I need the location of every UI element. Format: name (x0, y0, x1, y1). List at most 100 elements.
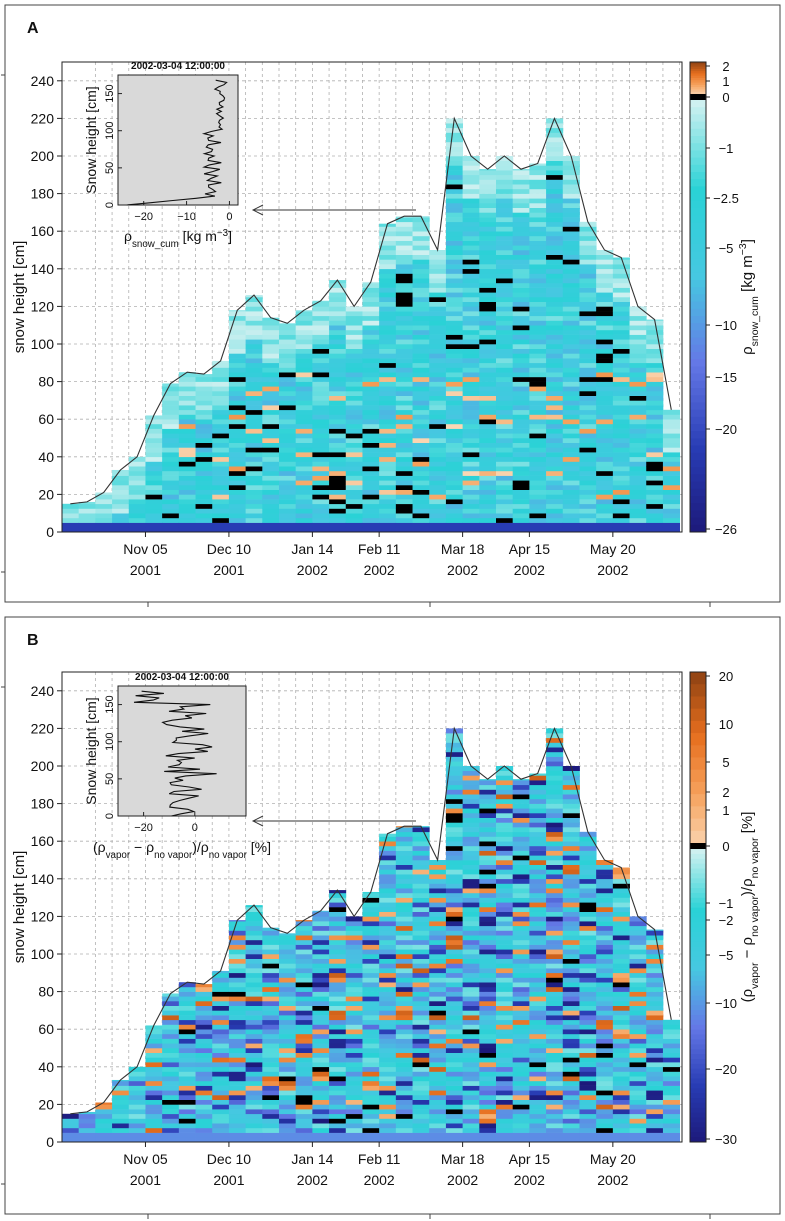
heatmap-cell (245, 916, 263, 922)
heatmap-cell (612, 925, 630, 931)
heatmap-cell (445, 1024, 464, 1030)
heatmap-cell (462, 935, 480, 941)
heatmap-cell (345, 527, 363, 533)
heatmap-cell (412, 1043, 430, 1049)
heatmap-cell (662, 447, 681, 453)
heatmap-cell (612, 1001, 630, 1006)
heatmap-cell (228, 499, 247, 505)
heatmap-cell (279, 1113, 297, 1119)
heatmap-cell (462, 939, 480, 945)
heatmap-cell (429, 372, 447, 378)
heatmap-cell (462, 1019, 480, 1025)
heatmap-cell (412, 292, 430, 298)
heatmap-cell (245, 1029, 263, 1035)
heatmap-cell (529, 245, 547, 251)
heatmap-cell (228, 494, 247, 500)
heatmap-cell (529, 362, 547, 368)
heatmap-cell (662, 508, 681, 514)
heatmap-cell (529, 907, 547, 912)
heatmap-cell (212, 522, 230, 528)
heatmap-cell (228, 996, 247, 1002)
heatmap-cell (529, 817, 547, 823)
heatmap-cell (362, 1085, 380, 1091)
heatmap-cell (212, 1005, 230, 1011)
heatmap-cell (78, 527, 96, 533)
heatmap-cell (596, 1123, 614, 1129)
heatmap-cell (379, 874, 397, 880)
heatmap-cell (496, 902, 514, 908)
heatmap-cell (512, 442, 530, 448)
heatmap-cell (312, 939, 330, 945)
x-tick-label: May 20 (590, 1151, 636, 1167)
heatmap-cell (329, 991, 347, 997)
heatmap-cell (412, 433, 430, 439)
heatmap-cell (412, 1033, 430, 1039)
heatmap-cell (646, 1109, 664, 1115)
colorbar-swatch (690, 344, 706, 353)
heatmap-cell (162, 428, 180, 434)
heatmap-cell (412, 221, 430, 227)
heatmap-cell (596, 1052, 614, 1058)
heatmap-cell (462, 1043, 480, 1049)
heatmap-cell (529, 808, 547, 814)
heatmap-cell (262, 428, 280, 434)
heatmap-cell (412, 869, 430, 875)
heatmap-cell (462, 376, 480, 382)
heatmap-cell (345, 503, 363, 509)
heatmap-cell (212, 376, 230, 382)
heatmap-cell (529, 339, 547, 345)
heatmap-cell (496, 362, 514, 368)
heatmap-cell (512, 217, 530, 223)
heatmap-cell (462, 235, 480, 241)
colorbar-swatch (690, 503, 706, 511)
heatmap-cell (479, 273, 497, 279)
heatmap-cell (62, 1123, 80, 1129)
heatmap-cell (412, 320, 430, 326)
heatmap-cell (228, 921, 247, 927)
heatmap-cell (562, 1029, 580, 1035)
heatmap-cell (496, 991, 514, 997)
heatmap-cell (512, 339, 530, 345)
colorbar-swatch (690, 424, 706, 432)
heatmap-cell (512, 409, 530, 415)
heatmap-cell (178, 1104, 196, 1110)
heatmap-cell (279, 1043, 297, 1049)
x-tick-label: Apr 15 (509, 541, 550, 557)
heatmap-cell (512, 1015, 530, 1021)
heatmap-cell (395, 456, 413, 462)
heatmap-cell (312, 329, 330, 335)
heatmap-cell (612, 329, 630, 335)
heatmap-cell (546, 400, 564, 406)
heatmap-cell (78, 1137, 96, 1143)
heatmap-cell (312, 381, 330, 387)
heatmap-cell (529, 845, 547, 851)
heatmap-cell (512, 1005, 530, 1011)
heatmap-cell (329, 1001, 347, 1006)
heatmap-cell (78, 503, 96, 509)
heatmap-cell (295, 1076, 313, 1082)
heatmap-cell (596, 991, 614, 997)
heatmap-cell (546, 878, 564, 884)
heatmap-cell (445, 972, 464, 978)
heatmap-cell (128, 466, 146, 472)
heatmap-cell (579, 297, 597, 302)
heatmap-cell (195, 1062, 213, 1068)
heatmap-cell (646, 982, 664, 988)
heatmap-cell (178, 1019, 196, 1025)
heatmap-cell (379, 433, 397, 439)
colorbar-swatch (690, 1044, 706, 1050)
heatmap-cell (295, 386, 313, 392)
heatmap-cell (629, 1137, 647, 1143)
heatmap-cell (462, 362, 480, 368)
heatmap-cell (228, 1029, 247, 1035)
heatmap-cell (379, 475, 397, 481)
heatmap-cell (496, 231, 514, 237)
heatmap-cell (579, 1071, 597, 1077)
heatmap-cell (596, 485, 614, 490)
heatmap-cell (562, 1099, 580, 1105)
heatmap-cell (646, 513, 664, 519)
heatmap-cell (162, 1127, 180, 1133)
heatmap-cell (228, 1066, 247, 1072)
heatmap-cell (529, 803, 547, 809)
heatmap-cell (312, 480, 330, 486)
